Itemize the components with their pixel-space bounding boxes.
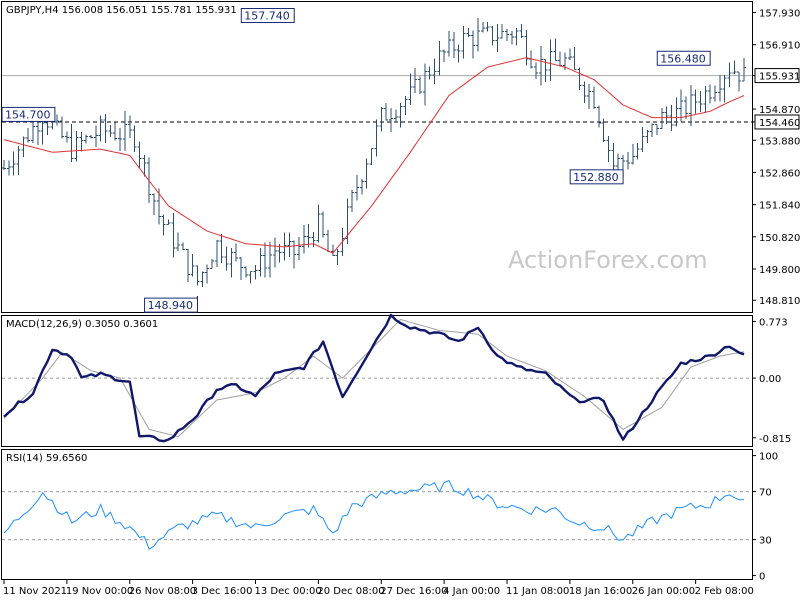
x-axis-tick-label: 27 Dec 16:00 — [380, 586, 447, 597]
y-axis-tick-label: 154.460 — [759, 118, 800, 129]
watermark-text: ActionForex.com — [508, 246, 708, 274]
y-axis-tick-label: 157.930 — [759, 9, 800, 20]
x-axis-tick-label: 20 Dec 08:00 — [317, 586, 384, 597]
y-axis-tick-label: 155.931 — [759, 72, 800, 83]
y-axis-tick-label: 100 — [759, 452, 778, 463]
price-axis-box — [754, 114, 800, 130]
macd-main-line — [3, 313, 745, 443]
moving-average-line — [3, 57, 745, 254]
y-axis-tick-label: 30 — [759, 536, 772, 547]
y-axis-tick-label: 153.880 — [759, 136, 800, 147]
price-annotation-box — [144, 297, 198, 313]
price-layer: 157.740 156.480 154.700 152.880 148.940 — [1, 8, 752, 313]
x-axis-tick-label: 26 Nov 08:00 — [129, 586, 196, 597]
x-axis-tick-label: 26 Jan 00:00 — [632, 586, 695, 597]
price-annotation-box — [656, 50, 711, 66]
rsi-layer — [2, 479, 752, 550]
price-annotation-label: 157.740 — [244, 10, 290, 23]
price-annotation-box — [569, 169, 624, 185]
rsi-pane-header: RSI(14) 59.6560 — [6, 453, 87, 464]
rsi-line — [3, 479, 745, 550]
macd-layer — [2, 313, 752, 443]
y-axis-tick-label: 148.810 — [759, 296, 800, 307]
x-axis-tick-label: 13 Dec 00:00 — [255, 586, 322, 597]
price-annotation-label: 154.700 — [5, 108, 51, 121]
x-axis-tick-label: 2 Feb 08:00 — [695, 586, 754, 597]
macd-pane-frame — [1, 315, 753, 447]
price-annotation-label: 152.880 — [573, 171, 619, 184]
y-axis-tick-label: 151.840 — [759, 201, 800, 212]
y-axis-tick-label: 152.860 — [759, 168, 800, 179]
y-axis-tick-label: 150.820 — [759, 233, 800, 244]
price-annotation-label: 148.940 — [148, 299, 194, 312]
price-annotation-box — [240, 8, 295, 24]
y-axis-tick-label: 156.910 — [759, 41, 800, 52]
y-axis-tick-label: 154.870 — [759, 105, 800, 116]
x-axis-tick-label: 19 Nov 00:00 — [66, 586, 133, 597]
x-axis-tick-label: 3 Dec 16:00 — [192, 586, 253, 597]
price-annotation-box — [1, 106, 56, 122]
price-annotation-label: 156.480 — [660, 52, 706, 65]
y-axis-tick-label: 149.800 — [759, 265, 800, 276]
x-axis-tick-label: 4 Jan 00:00 — [443, 586, 500, 597]
price-axis-box — [754, 68, 800, 84]
x-axis-tick-label: 11 Nov 2021 — [3, 586, 67, 597]
y-axis-tick-label: 0 — [759, 572, 765, 583]
rsi-pane-frame — [1, 449, 753, 580]
x-axis-tick-label: 18 Jan 16:00 — [569, 586, 632, 597]
y-axis-tick-label: 0.00 — [759, 374, 781, 385]
y-axis-tick-label: 70 — [759, 488, 772, 499]
y-axis-tick-label: 0.773 — [759, 317, 788, 328]
macd-pane-header: MACD(12,26,9) 0.3050 0.3601 — [6, 319, 158, 330]
price-pane-header: GBPJPY,H4 156.008 156.051 155.781 155.93… — [6, 5, 237, 16]
price-pane-frame — [1, 1, 753, 313]
axis-layer: 157.930 156.910 155.931 154.870 154.460 153.8… — [3, 9, 800, 597]
x-axis-tick-label: 11 Jan 08:00 — [506, 586, 569, 597]
y-axis-tick-label: -0.815 — [759, 434, 791, 445]
